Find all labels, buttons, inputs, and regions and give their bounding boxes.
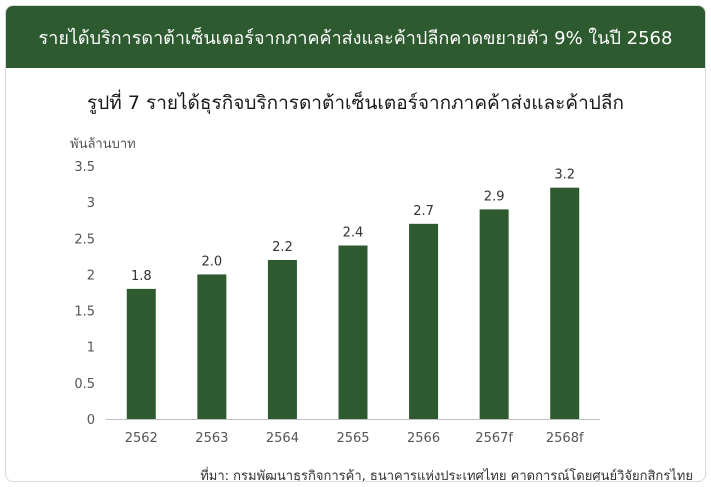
y-tick-label: 2.5 — [74, 232, 95, 247]
data-label: 2.7 — [413, 204, 434, 219]
header-title: รายได้บริการดาต้าเซ็นเตอร์จากภาคค้าส่งแล… — [38, 27, 673, 49]
y-tick-label: 0.5 — [74, 377, 95, 392]
y-tick-label: 3.5 — [74, 160, 95, 175]
header-banner: รายได้บริการดาต้าเซ็นเตอร์จากภาคค้าส่งแล… — [6, 6, 705, 68]
bar-2565 — [338, 245, 368, 419]
x-tick-label: 2563 — [195, 431, 228, 446]
y-tick-label: 1.5 — [74, 305, 95, 320]
data-label: 2.9 — [484, 189, 505, 204]
y-tick-label: 0 — [87, 413, 95, 428]
data-label: 1.8 — [131, 269, 152, 284]
bar-2567f — [479, 209, 509, 419]
y-tick-label: 2 — [87, 268, 95, 283]
bar-2562 — [126, 288, 156, 419]
source-note: ที่มา: กรมพัฒนาธุรกิจการค้า, ธนาคารแห่งป… — [200, 469, 693, 482]
data-label: 2.2 — [272, 240, 293, 255]
x-tick-label: 2564 — [266, 431, 299, 446]
x-tick-label: 2568f — [546, 431, 584, 446]
y-tick-label: 1 — [87, 341, 95, 356]
data-label: 2.4 — [343, 226, 364, 241]
bar-2568f — [550, 187, 580, 419]
chart-title: รูปที่ 7 รายได้ธุรกิจบริการดาต้าเซ็นเตอร… — [87, 92, 624, 114]
data-label: 3.2 — [554, 168, 575, 183]
bar-2563 — [197, 274, 227, 419]
x-tick-label: 2565 — [336, 431, 369, 446]
x-tick-label: 2566 — [407, 431, 440, 446]
x-tick-label: 2567f — [475, 431, 513, 446]
y-tick-label: 3 — [87, 196, 95, 211]
bar-2564 — [267, 259, 297, 419]
x-tick-label: 2562 — [125, 431, 158, 446]
y-axis-unit-label: พันล้านบาท — [70, 137, 136, 152]
bar-2566 — [409, 223, 439, 419]
data-label: 2.0 — [202, 254, 223, 269]
